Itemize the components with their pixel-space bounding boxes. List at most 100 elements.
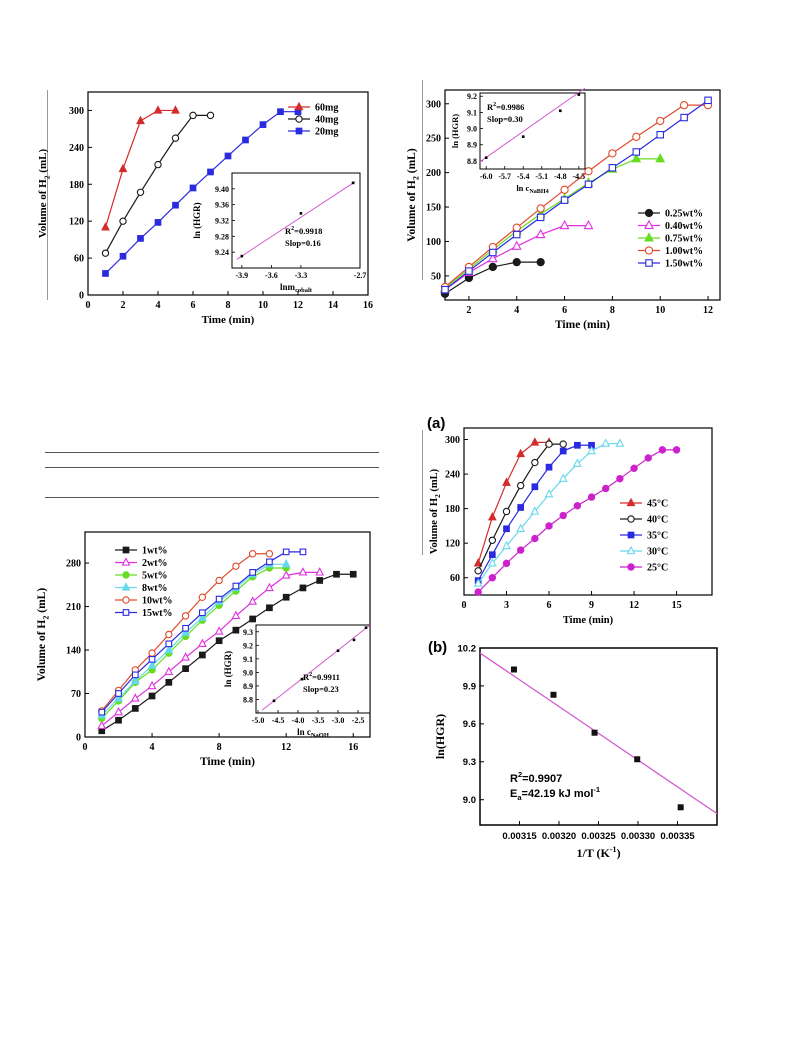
y-tick-label: 50 xyxy=(431,271,441,282)
inset-y-tick-label: 9.2 xyxy=(243,641,253,650)
data-point xyxy=(97,720,107,729)
data-point xyxy=(545,522,553,530)
data-point xyxy=(101,249,110,257)
legend-marker xyxy=(644,208,654,218)
data-point xyxy=(573,502,582,510)
data-point xyxy=(531,483,539,491)
y-tick-label: 9.9 xyxy=(463,681,476,692)
data-point xyxy=(591,729,598,736)
y-tick-label: 280 xyxy=(66,559,81,570)
inset-y-tick-label: 9.24 xyxy=(215,248,229,257)
chart-nabh4-concentration: 2 4 6 8 10 12 50 100 150 200 250 300 Time (min) Volum… xyxy=(406,87,721,331)
data-point xyxy=(473,578,483,587)
right-margin-line-2 xyxy=(422,430,423,555)
data-point xyxy=(512,223,521,232)
data-point xyxy=(559,219,570,230)
data-point xyxy=(511,240,522,250)
x-axis-label: Time (min) xyxy=(202,314,255,326)
legend-marker xyxy=(121,582,131,591)
inset-frame xyxy=(479,92,586,170)
inset-chart: -3.9 -3.6 -3.3 -2.7 9.24 9.28 9.32 9.36 9.40 ln (… xyxy=(192,172,366,294)
data-point xyxy=(474,588,482,596)
inset-data-point xyxy=(352,638,356,642)
y-tick-label: 240 xyxy=(445,470,460,481)
data-point xyxy=(531,458,539,467)
data-point xyxy=(131,705,139,712)
x-tick-label: 14 xyxy=(328,300,338,311)
data-point xyxy=(181,612,190,620)
data-point xyxy=(248,596,258,605)
legend-entry: 5wt% xyxy=(142,571,168,582)
inset-x-tick-label: -3.5 xyxy=(312,716,325,725)
legend-marker xyxy=(644,232,654,242)
data-point xyxy=(502,540,511,550)
data-point xyxy=(545,440,553,448)
data-point xyxy=(259,121,267,128)
y-axis-label: Volume of H2 (mL) xyxy=(429,468,442,554)
inset-x-tick-label: -4.8 xyxy=(554,172,567,181)
legend-entry: 35°C xyxy=(647,531,668,542)
plot-frame xyxy=(463,427,713,596)
left-margin-line xyxy=(47,90,48,300)
legend-entry: 45°C xyxy=(647,499,668,510)
inset-slope-label: Slop=0.23 xyxy=(303,684,339,694)
x-tick-label: 8 xyxy=(610,305,615,316)
data-point xyxy=(656,116,665,126)
data-point xyxy=(502,559,511,568)
legend-marker xyxy=(627,563,635,571)
data-point xyxy=(131,671,139,679)
inset-x-tick-label: -3.6 xyxy=(265,271,278,280)
legend-marker xyxy=(645,259,653,267)
chart-cobalt-mass: 0 2 4 6 8 10 12 14 16 0 60 120 180 240 300 Time (min) Vo… xyxy=(37,91,373,326)
data-point xyxy=(147,660,157,669)
data-point xyxy=(164,666,174,675)
panel-label: (a) xyxy=(427,415,445,432)
inset-data-point xyxy=(240,254,244,258)
inset-y-tick-label: 8.9 xyxy=(467,141,477,150)
inset-r2-label: R2=0.9911 xyxy=(303,672,340,682)
y-tick-label: 250 xyxy=(426,134,441,145)
inset-y-tick-label: 9.1 xyxy=(467,108,477,117)
data-point xyxy=(583,219,594,230)
y-tick-label: 9.0 xyxy=(463,795,476,806)
inset-y-tick-label: 9.0 xyxy=(467,125,477,134)
y-tick-label: 240 xyxy=(69,143,84,154)
x-tick-label: 6 xyxy=(562,305,567,316)
x-axis-label: Time (min) xyxy=(563,615,614,626)
x-tick-label: 10 xyxy=(655,305,665,316)
data-point xyxy=(281,559,291,568)
x-tick-label: 9 xyxy=(589,600,594,611)
legend-entry: 25°C xyxy=(647,563,668,574)
y-axis-label: Volume of H2 (mL) xyxy=(36,588,50,682)
y-tick-label: 60 xyxy=(74,254,84,265)
legend-entry: 8wt% xyxy=(142,583,168,594)
y-tick-label: 120 xyxy=(69,217,84,228)
data-point xyxy=(634,756,641,763)
series-line xyxy=(101,573,354,732)
data-point xyxy=(559,511,567,520)
inset-data-point xyxy=(577,93,581,96)
legend: 0.25wt%0.40wt% 0.75wt%1.00wt% 1.50wt% xyxy=(638,209,703,270)
x-tick-label: 15 xyxy=(672,600,682,611)
table-top-rule xyxy=(45,452,379,453)
data-point xyxy=(608,149,617,158)
inset-y-tick-label: 9.3 xyxy=(243,628,253,637)
right-margin-line xyxy=(422,80,423,280)
data-point xyxy=(299,548,307,556)
data-point xyxy=(677,804,684,811)
legend-entry: 40°C xyxy=(647,515,668,526)
data-point xyxy=(558,473,568,482)
legend-entry: 40mg xyxy=(315,115,338,126)
x-tick-label: 4 xyxy=(156,300,161,311)
legend-marker xyxy=(644,219,654,230)
inset-slope-label: Slop=0.16 xyxy=(285,238,321,248)
inset-x-tick-label: -4.5 xyxy=(272,716,285,725)
data-point xyxy=(545,463,553,471)
data-point xyxy=(510,666,517,673)
data-point xyxy=(115,690,122,697)
data-point xyxy=(232,582,240,590)
inset-fit-line xyxy=(479,87,586,163)
data-point xyxy=(299,584,307,592)
data-point xyxy=(503,525,510,533)
inset-y-tick-label: 8.9 xyxy=(243,682,253,691)
